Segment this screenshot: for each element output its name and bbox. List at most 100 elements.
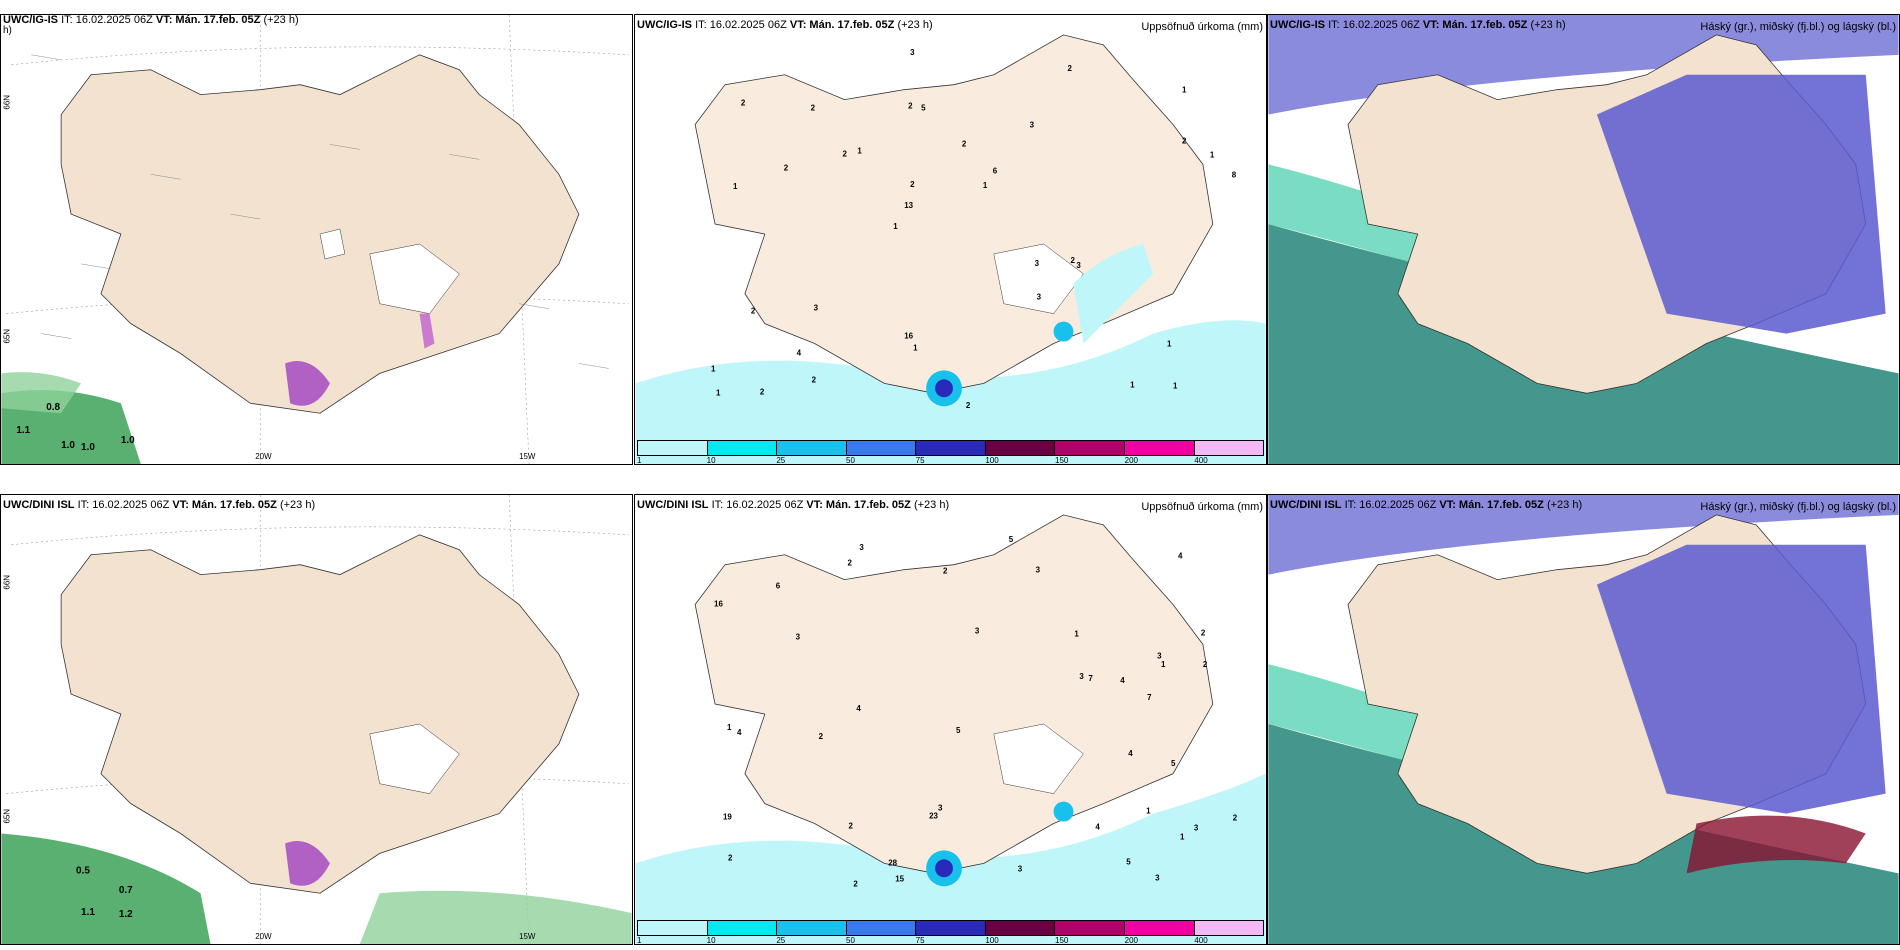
cloud-map bbox=[1268, 495, 1899, 944]
precip-value: 5 bbox=[1009, 535, 1014, 544]
precip-value: 1 bbox=[1180, 832, 1185, 841]
colorbar-tick: 50 bbox=[846, 936, 855, 945]
panel-precip-dini: 1 2 3 3 2 3 3 2 4 3 2 16 7 15 19 6 1 2 3 1 1 4 3 3 28 23 5 3 1 2 2 4 2 5 5… bbox=[634, 494, 1267, 945]
run-time: IT: 16.02.2025 06Z bbox=[695, 19, 787, 31]
panel-title: UWC/IG-IS IT: 16.02.2025 06Z VT: Mán. 17… bbox=[3, 15, 299, 27]
precip-value: 3 bbox=[975, 626, 980, 635]
colorbar-swatch bbox=[777, 441, 847, 455]
valid-time: VT: Mán. 17.feb. 05Z bbox=[1439, 499, 1544, 511]
green-value: 0.7 bbox=[119, 885, 133, 896]
precip-value: 2 bbox=[811, 104, 816, 113]
precip-value: 3 bbox=[1076, 261, 1081, 270]
colorbar-swatch bbox=[707, 441, 778, 455]
precip-value: 2 bbox=[784, 163, 789, 172]
colorbar-swatch bbox=[638, 921, 708, 935]
panel-title: UWC/IG-IS IT: 16.02.2025 06Z VT: Mán. 17… bbox=[637, 19, 933, 32]
precip-value: 4 bbox=[856, 704, 861, 713]
precip-value: 1 bbox=[1173, 381, 1178, 390]
precip-value: 3 bbox=[1035, 259, 1040, 268]
colorbar-swatch bbox=[1124, 441, 1195, 455]
colorbar-swatch bbox=[985, 921, 1056, 935]
model-name: UWC/IG-IS bbox=[637, 19, 692, 31]
precip-map: 1233233243216715196123114332823531224255… bbox=[635, 514, 1266, 944]
colorbar-swatch bbox=[985, 441, 1056, 455]
green-value: 0.8 bbox=[46, 402, 60, 413]
colorbar-swatch bbox=[1055, 921, 1125, 935]
valid-time: VT: Mán. 17.feb. 05Z bbox=[1422, 19, 1528, 31]
run-time: IT: 16.02.2025 06Z bbox=[1344, 499, 1437, 511]
precip-value: 13 bbox=[904, 201, 913, 210]
precip-value: 3 bbox=[1037, 293, 1042, 302]
colorbar-tick: 100 bbox=[985, 936, 999, 945]
iceland-land bbox=[694, 34, 1214, 394]
lead-time: (+23 h) bbox=[913, 499, 950, 511]
panel-subtitle: Háský (gr.), miðský (fj.bl.) og lágský (… bbox=[1700, 21, 1896, 33]
colorbar-swatch bbox=[638, 441, 708, 455]
colorbar-tick: 150 bbox=[1055, 456, 1069, 465]
precip-value: 2 bbox=[812, 375, 817, 384]
precip-value: 16 bbox=[714, 600, 723, 609]
precip-value: 1 bbox=[1182, 86, 1187, 95]
colorbar-swatch bbox=[1194, 921, 1264, 935]
panel-subtitle: Háský (gr.), miðský (fj.bl.) og lágský (… bbox=[1700, 501, 1896, 513]
model-name: UWC/DINI ISL bbox=[1270, 499, 1342, 511]
precip-value: 2 bbox=[1182, 136, 1187, 145]
colorbar-swatches bbox=[637, 440, 1264, 456]
valid-time: VT: Mán. 17.feb. 05Z bbox=[789, 19, 895, 31]
green-value: 1.2 bbox=[119, 909, 133, 920]
precip-value: 5 bbox=[1171, 759, 1176, 768]
lead-time: (+23 h) bbox=[279, 499, 316, 511]
precip-value: 5 bbox=[1126, 857, 1131, 866]
precip-value: 2 bbox=[966, 401, 971, 410]
colorbar-tick: 50 bbox=[846, 456, 855, 465]
precip-value: 3 bbox=[910, 48, 915, 57]
colorbar-swatch bbox=[916, 441, 986, 455]
model-name: UWC/IG-IS bbox=[1270, 19, 1325, 31]
iceland-land bbox=[60, 534, 580, 894]
green-value: 1.0 bbox=[61, 440, 75, 451]
precip-value: 2 bbox=[908, 102, 913, 111]
colorbar-swatches bbox=[637, 920, 1264, 936]
colorbar-tick: 1 bbox=[637, 456, 642, 465]
precip-value: 15 bbox=[895, 874, 904, 883]
colorbar-tick: 75 bbox=[915, 456, 925, 465]
precip-value: 1 bbox=[857, 146, 862, 155]
precip-value: 19 bbox=[723, 813, 732, 822]
precip-value: 3 bbox=[1018, 864, 1023, 873]
colorbar-swatch bbox=[916, 921, 986, 935]
precip-value: 1 bbox=[1167, 340, 1172, 349]
valid-time: VT: Mán. 17.feb. 05Z bbox=[172, 499, 277, 511]
precip-value: 1 bbox=[1146, 807, 1151, 816]
precip-colorbar: 1 10 25 50 75 100 150 200 400 bbox=[637, 920, 1264, 945]
precip-value: 2 bbox=[760, 387, 765, 396]
precip-value: 5 bbox=[956, 726, 961, 735]
lead-time: (+23 h) bbox=[1530, 19, 1566, 31]
precip-value: 1 bbox=[893, 222, 898, 231]
precip-value: 5 bbox=[921, 104, 926, 113]
precip-value: 3 bbox=[1030, 120, 1035, 129]
colorbar-swatch bbox=[777, 921, 847, 935]
precip-value: 1 bbox=[711, 364, 716, 373]
precip-value: 1 bbox=[1210, 150, 1215, 159]
precip-value: 1 bbox=[1130, 380, 1135, 389]
precip-value: 1 bbox=[733, 182, 738, 191]
precip-value: 3 bbox=[796, 632, 801, 641]
colorbar-labels: 1 10 25 50 75 100 150 200 400 bbox=[637, 456, 1264, 465]
precip-value: 1 bbox=[1161, 660, 1166, 669]
green-value: 1.1 bbox=[81, 907, 95, 918]
green-value: 1.0 bbox=[81, 442, 95, 453]
precip-value: 3 bbox=[1157, 651, 1162, 660]
lon-label-20w: 20W bbox=[255, 932, 272, 941]
precip-value: 4 bbox=[1120, 676, 1125, 685]
precip-value: 6 bbox=[993, 166, 998, 175]
precip-value: 4 bbox=[797, 348, 802, 357]
panel-subtitle: Uppsöfnuð úrkoma (mm) bbox=[1141, 501, 1263, 513]
panel-title: UWC/IG-IS IT: 16.02.2025 06Z VT: Mán. 17… bbox=[1270, 19, 1566, 32]
colorbar-swatch bbox=[1194, 441, 1264, 455]
lon-label-20w: 20W bbox=[255, 452, 272, 461]
lat-label-66n: 66N bbox=[2, 95, 11, 110]
precip-value: 2 bbox=[853, 879, 858, 888]
green-value: 0.5 bbox=[76, 865, 90, 876]
precip-value: 16 bbox=[904, 332, 913, 341]
precip-value: 7 bbox=[1147, 693, 1152, 702]
